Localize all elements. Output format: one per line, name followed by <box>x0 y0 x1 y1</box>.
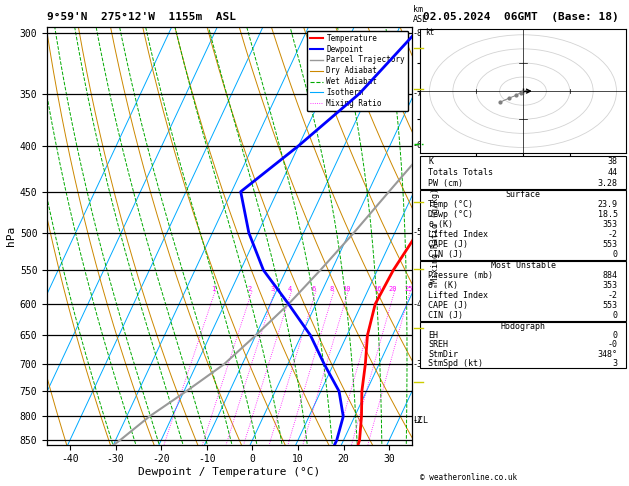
Text: CIN (J): CIN (J) <box>428 311 464 320</box>
Text: 10: 10 <box>342 286 350 292</box>
Text: Totals Totals: Totals Totals <box>428 168 493 176</box>
Text: © weatheronline.co.uk: © weatheronline.co.uk <box>420 473 517 482</box>
X-axis label: Dewpoint / Temperature (°C): Dewpoint / Temperature (°C) <box>138 467 321 477</box>
Text: 0: 0 <box>613 331 618 340</box>
Text: CAPE (J): CAPE (J) <box>428 241 469 249</box>
Text: 3: 3 <box>270 286 275 292</box>
Text: -8: -8 <box>413 29 423 38</box>
Text: 3: 3 <box>613 359 618 368</box>
Text: 4: 4 <box>287 286 292 292</box>
Legend: Temperature, Dewpoint, Parcel Trajectory, Dry Adiabat, Wet Adiabat, Isotherm, Mi: Temperature, Dewpoint, Parcel Trajectory… <box>306 31 408 111</box>
Text: 348°: 348° <box>598 349 618 359</box>
Text: -7: -7 <box>413 89 423 98</box>
Text: CIN (J): CIN (J) <box>428 250 464 260</box>
Text: StmDir: StmDir <box>428 349 459 359</box>
Text: 1: 1 <box>211 286 215 292</box>
Text: 02.05.2024  06GMT  (Base: 18): 02.05.2024 06GMT (Base: 18) <box>423 12 618 22</box>
Text: EH: EH <box>428 331 438 340</box>
Text: 20: 20 <box>389 286 397 292</box>
Text: SREH: SREH <box>428 340 448 349</box>
Text: 553: 553 <box>603 241 618 249</box>
Text: 353: 353 <box>603 220 618 229</box>
Text: 0: 0 <box>613 311 618 320</box>
Text: Lifted Index: Lifted Index <box>428 230 488 239</box>
Text: -2: -2 <box>608 291 618 300</box>
Text: Dewp (°C): Dewp (°C) <box>428 210 474 219</box>
Text: 23.9: 23.9 <box>598 200 618 209</box>
Text: StmSpd (kt): StmSpd (kt) <box>428 359 484 368</box>
Text: LCL: LCL <box>413 416 428 425</box>
Text: 0: 0 <box>613 250 618 260</box>
Text: Hodograph: Hodograph <box>501 322 545 331</box>
Y-axis label: hPa: hPa <box>6 226 16 246</box>
Text: -4: -4 <box>413 299 423 309</box>
Text: 8: 8 <box>330 286 334 292</box>
Text: K: K <box>428 156 433 166</box>
Text: Pressure (mb): Pressure (mb) <box>428 271 493 280</box>
Text: 3.28: 3.28 <box>598 178 618 188</box>
Text: 38: 38 <box>608 156 618 166</box>
Text: -3: -3 <box>413 360 423 369</box>
Text: 884: 884 <box>603 271 618 280</box>
Text: Most Unstable: Most Unstable <box>491 261 555 271</box>
Text: 16: 16 <box>373 286 382 292</box>
Text: -0: -0 <box>608 340 618 349</box>
Text: -2: -2 <box>413 416 423 425</box>
Text: Lifted Index: Lifted Index <box>428 291 488 300</box>
Text: -6: -6 <box>413 141 423 150</box>
Text: 18.5: 18.5 <box>598 210 618 219</box>
Text: 9°59'N  275°12'W  1155m  ASL: 9°59'N 275°12'W 1155m ASL <box>47 12 236 22</box>
Text: 353: 353 <box>603 281 618 291</box>
Text: -5: -5 <box>413 228 423 237</box>
Text: 2: 2 <box>248 286 252 292</box>
Text: 553: 553 <box>603 301 618 311</box>
Text: θₑ (K): θₑ (K) <box>428 281 459 291</box>
Text: Temp (°C): Temp (°C) <box>428 200 474 209</box>
Text: Mixing Ratio (g/kg): Mixing Ratio (g/kg) <box>431 188 440 283</box>
Text: kt: kt <box>425 28 434 37</box>
Text: 25: 25 <box>404 286 413 292</box>
Text: -2: -2 <box>608 230 618 239</box>
Text: PW (cm): PW (cm) <box>428 178 464 188</box>
Text: Surface: Surface <box>506 190 540 199</box>
Text: km
ASL: km ASL <box>413 5 428 24</box>
Text: CAPE (J): CAPE (J) <box>428 301 469 311</box>
Text: 44: 44 <box>608 168 618 176</box>
Text: θₑ(K): θₑ(K) <box>428 220 454 229</box>
Text: 6: 6 <box>312 286 316 292</box>
